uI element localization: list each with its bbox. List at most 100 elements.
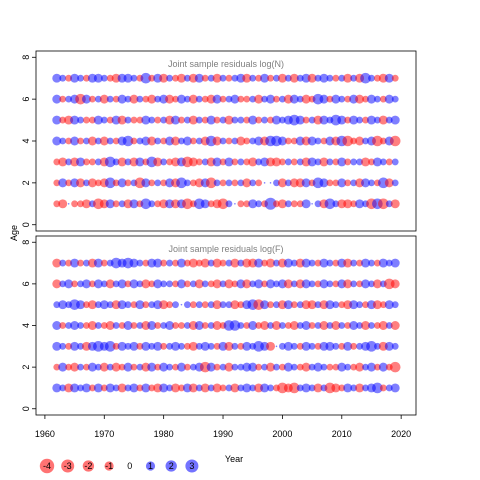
bubble-age7-2015	[368, 74, 375, 82]
bubble-age4-2017	[378, 321, 388, 330]
bubble-age3-1973	[117, 341, 127, 351]
bubble-age7-2009	[332, 259, 340, 267]
bubble-age1-2002	[288, 382, 300, 394]
bubble-age3-1999	[275, 345, 278, 348]
bubble-age3-1976	[135, 157, 145, 167]
bubble-age2-1980	[160, 179, 168, 187]
bubble-age4-1974	[122, 135, 134, 147]
legend-label: -2	[84, 461, 92, 471]
bubble-age7-1981	[166, 259, 173, 267]
x-axis: 1960 1970 1980 1990 2000 2010 2020	[35, 415, 411, 439]
bubble-age2-1968	[87, 362, 97, 372]
bubble-age1-1983	[178, 384, 185, 392]
bubble-age7-1963	[59, 74, 67, 82]
bubble-age4-2012	[349, 321, 359, 330]
bubble-age6-1994	[242, 279, 252, 289]
bubble-age6-1964	[64, 279, 74, 289]
bubble-age5-1982	[171, 115, 181, 125]
bubble-age3-1993	[237, 342, 245, 350]
bubble-age4-1992	[231, 137, 239, 145]
bubble-age2-2006	[313, 362, 323, 372]
bubble-age3-2008	[325, 341, 335, 351]
bubble-age6-1973	[117, 94, 127, 104]
bubble-age4-2007	[319, 321, 329, 330]
bubble-age7-1965	[70, 73, 80, 83]
bubble-age6-1969	[93, 279, 103, 289]
bubble-age2-2014	[361, 178, 371, 188]
bubble-age6-1983	[176, 94, 186, 104]
bubble-age6-1977	[142, 95, 150, 103]
bubble-age7-2002	[289, 73, 299, 83]
bubble-age2-1973	[118, 363, 126, 371]
bubble-age7-1990	[219, 74, 227, 82]
bubble-age5-2003	[295, 115, 305, 125]
bubble-age1-1965	[71, 200, 78, 208]
bubble-age6-1966	[77, 280, 84, 288]
legend-bubble	[145, 461, 156, 471]
bubble-age3-2019	[391, 342, 399, 350]
bubble-age6-1990	[219, 280, 227, 288]
bubble-age5-1978	[148, 301, 156, 309]
bubble-age3-2003	[296, 342, 304, 350]
bubble-age2-1963	[58, 178, 68, 188]
bubble-age6-1978	[147, 94, 157, 104]
bubble-age5-1986	[195, 301, 203, 309]
x-tick-label: 2000	[272, 429, 292, 439]
bubble-age7-1982	[172, 259, 179, 267]
bubble-age7-2006	[314, 74, 322, 82]
bubble-age4-1981	[165, 321, 175, 330]
bubble-age5-1988	[206, 115, 216, 125]
bubble-age1-2011	[343, 383, 353, 393]
bubble-age7-1978	[148, 74, 156, 82]
bubble-age5-2017	[379, 301, 387, 309]
bubble-age2-1998	[266, 362, 276, 372]
bubble-age5-2005	[308, 116, 316, 124]
bubble-age4-1991	[225, 137, 233, 145]
bubble-age1-1998	[267, 384, 274, 392]
bubble-age3-1979	[153, 341, 163, 351]
bubble-age4-2016	[374, 322, 381, 329]
bubbles	[52, 257, 401, 394]
y-axis: 0 2 4 6 8	[21, 240, 36, 411]
bubble-age3-1983	[178, 342, 185, 350]
bubble-age7-2003	[296, 74, 304, 82]
bubble-age4-1963	[59, 137, 67, 145]
bubble-age4-1995	[248, 321, 258, 330]
bubble-age6-1991	[225, 95, 233, 103]
bubble-age3-1989	[212, 157, 222, 167]
bubble-age6-1996	[254, 279, 264, 289]
bubble-age5-1974	[124, 301, 132, 309]
bubble-age5-1978	[148, 116, 156, 124]
bubble-age3-1966	[76, 157, 86, 167]
bubble-age1-1978	[148, 384, 156, 392]
bubble-age4-2013	[356, 322, 363, 329]
bubble-age3-2018	[384, 341, 394, 351]
bubble-age6-1990	[219, 95, 227, 103]
bubble-age1-1978	[148, 200, 156, 208]
bubble-age4-1969	[94, 322, 102, 329]
bubble-age4-2002	[289, 321, 299, 330]
bubble-age6-1997	[261, 95, 268, 103]
bubble-age7-2007	[319, 73, 329, 83]
bubble-age4-1975	[130, 137, 138, 145]
bubble-age5-1997	[261, 116, 268, 124]
bubble-age4-1978	[147, 136, 157, 146]
bubble-age5-2019	[390, 115, 400, 125]
bubble-age4-1963	[59, 322, 67, 329]
bubble-age5-1998	[267, 301, 274, 309]
bubble-age6-2006	[314, 280, 322, 288]
bubble-age2-1997	[263, 182, 266, 184]
bubble-age4-2014	[362, 137, 369, 145]
bubble-age4-2008	[326, 322, 334, 329]
bubble-age4-1967	[83, 137, 90, 145]
bubble-age4-2007	[320, 137, 328, 145]
bubble-age6-1995	[249, 280, 257, 288]
bubble-age7-2001	[283, 258, 293, 268]
bubble-age2-2011	[344, 363, 352, 371]
bubble-age3-1969	[94, 158, 102, 166]
bubble-age2-2001	[284, 179, 292, 187]
bubble-age5-1963	[58, 300, 68, 310]
bubble-age4-1971	[105, 321, 115, 330]
bubble-age3-1962	[52, 341, 62, 351]
bubble-age1-1971	[105, 199, 115, 209]
